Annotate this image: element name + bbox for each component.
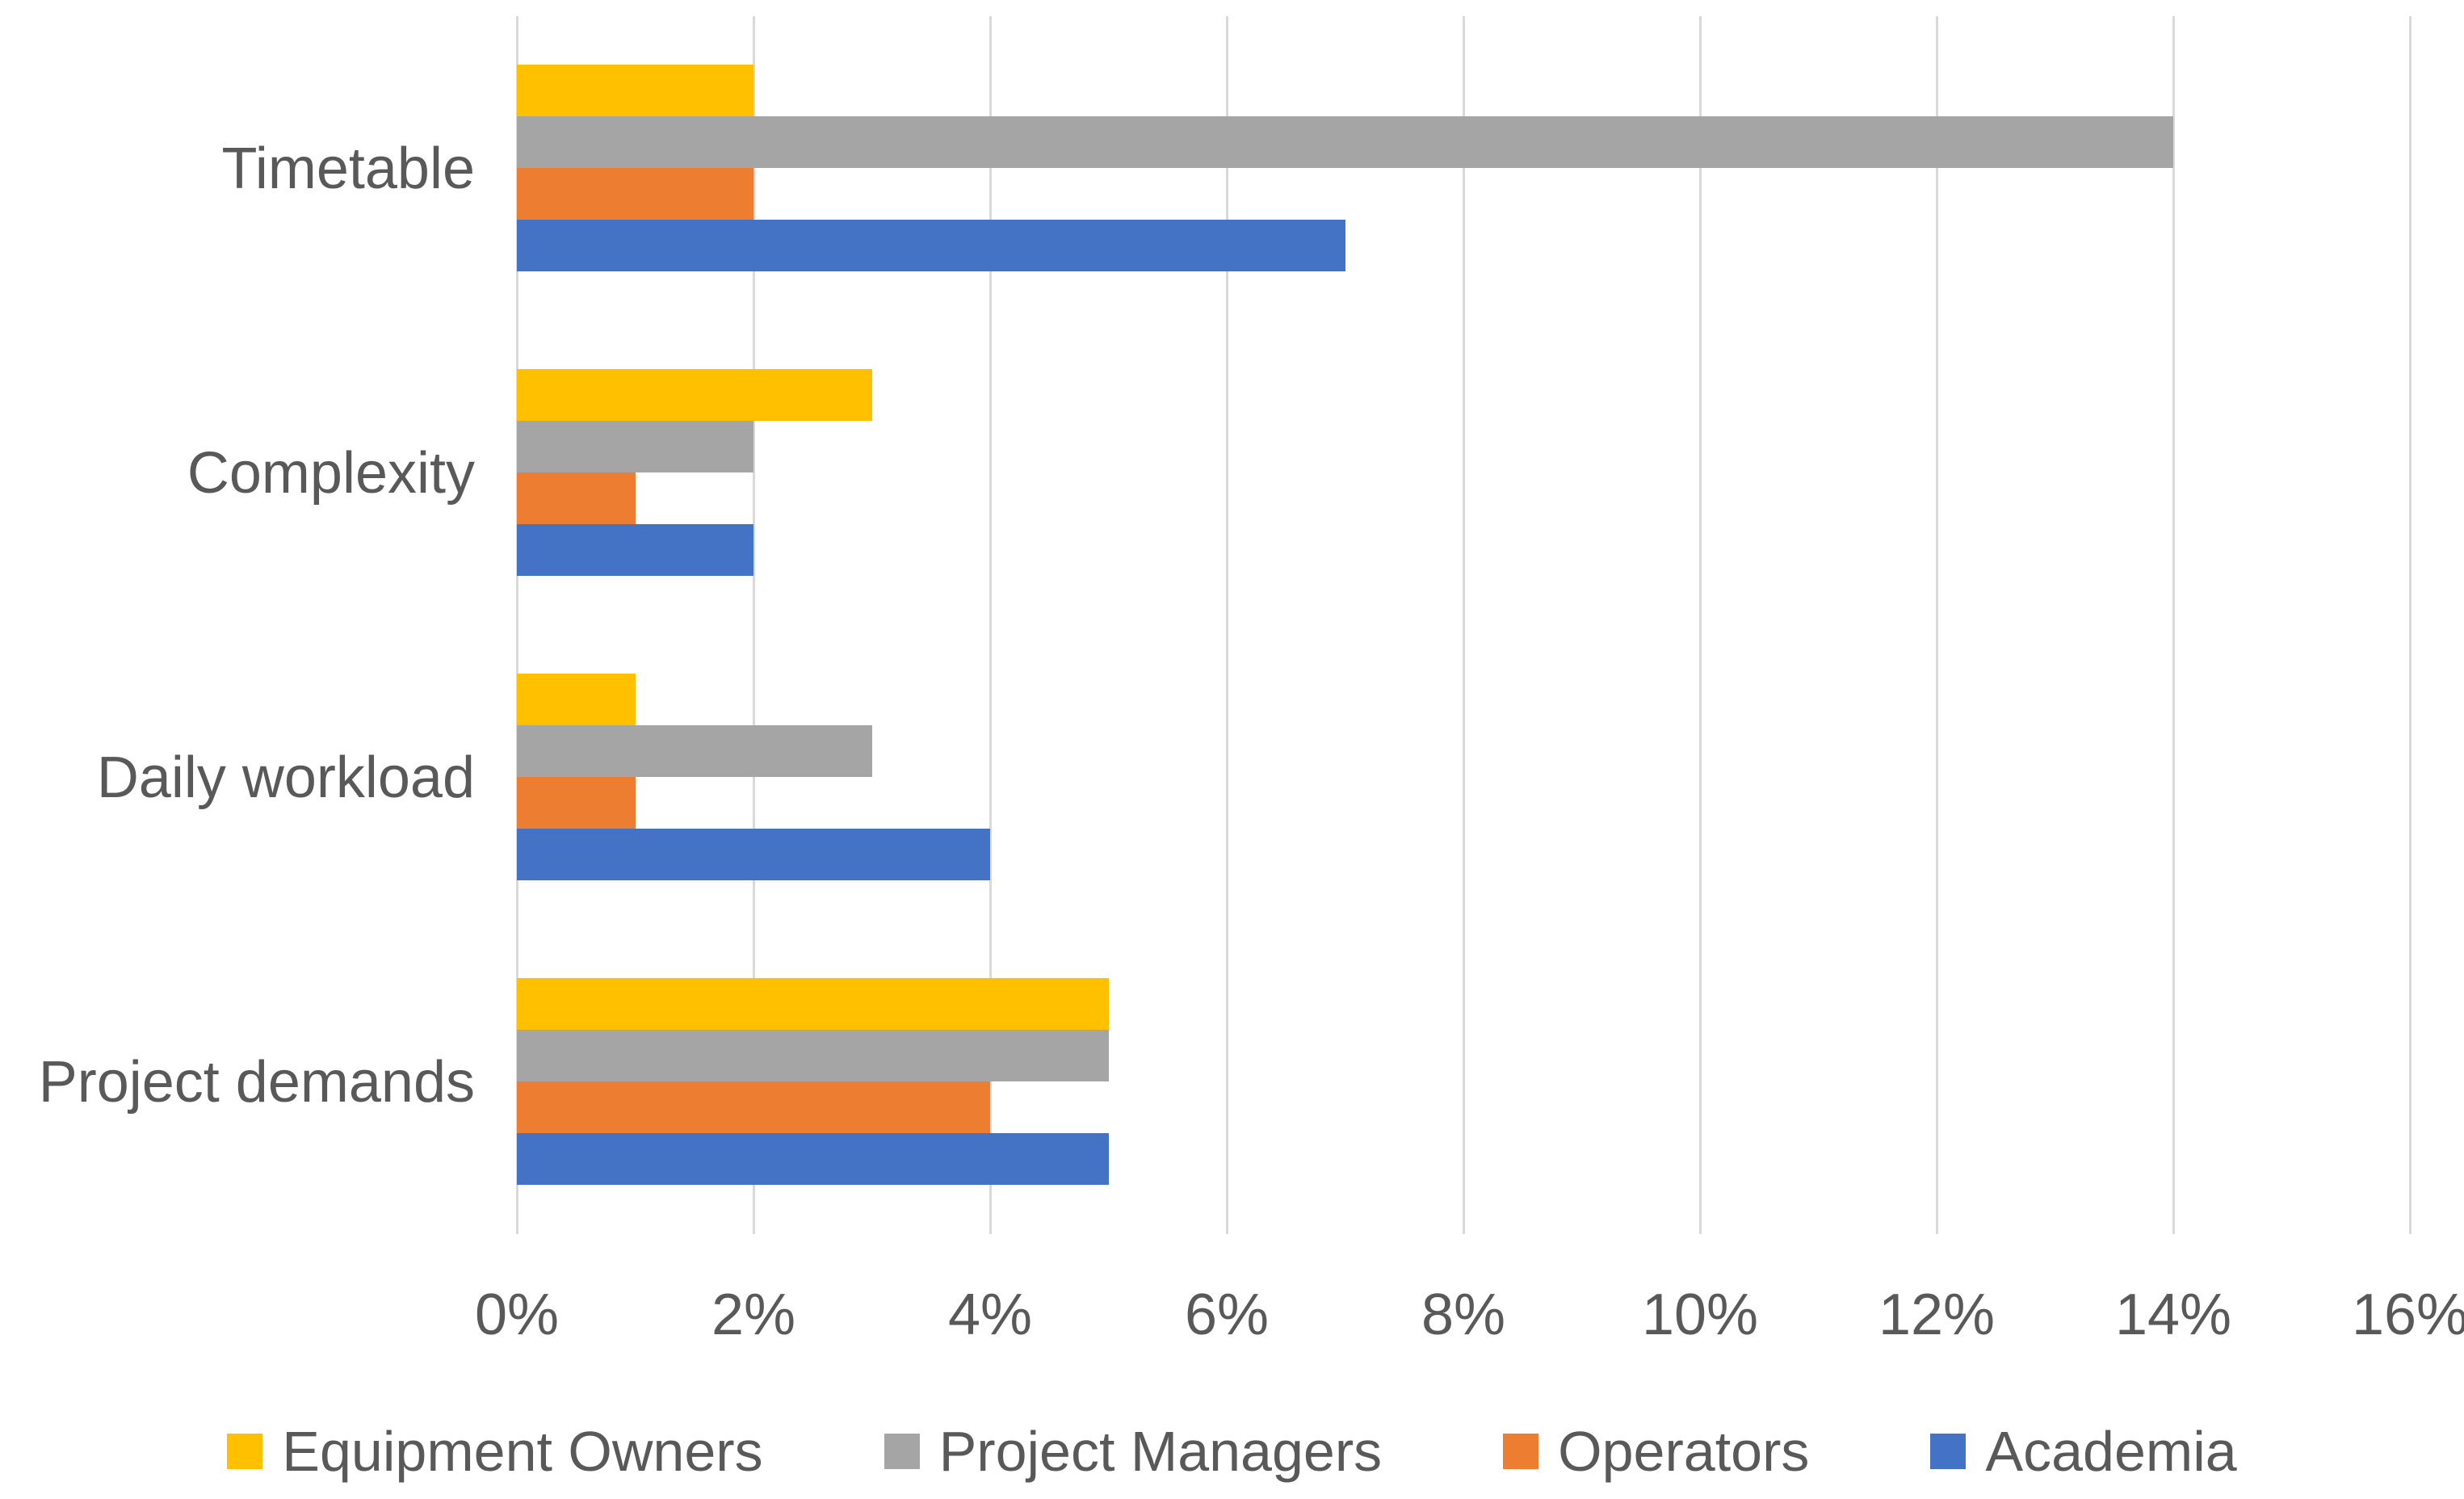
gridline-6%	[1225, 16, 1228, 1234]
x-tick-2%: 2%	[711, 1283, 796, 1347]
bar-daily-workload-project-managers	[517, 725, 872, 777]
bar-complexity-project-managers	[517, 421, 753, 472]
legend-item-operators: Operators	[1503, 1423, 1809, 1480]
bar-timetable-project-managers	[517, 116, 2173, 168]
bar-project-demands-project-managers	[517, 1030, 1109, 1081]
legend-label-project-managers: Project Managers	[938, 1420, 1383, 1483]
category-label-complexity: Complexity	[187, 440, 475, 506]
gridline-10%	[1698, 16, 1702, 1234]
bar-project-demands-operators	[517, 1081, 990, 1133]
gridline-4%	[989, 16, 992, 1234]
bar-timetable-equipment-owners	[517, 65, 753, 116]
x-tick-0%: 0%	[474, 1283, 560, 1347]
x-tick-10%: 10%	[1641, 1283, 1759, 1347]
legend-item-equipment-owners: Equipment Owners	[227, 1420, 763, 1483]
legend-marker-academia	[1930, 1434, 1967, 1469]
bar-daily-workload-equipment-owners	[517, 674, 636, 725]
category-label-project-demands: Project demands	[38, 1049, 475, 1115]
bar-timetable-academia	[517, 220, 1345, 271]
bar-complexity-operators	[517, 472, 636, 524]
bar-complexity-academia	[517, 524, 753, 576]
legend-item-project-managers: Project Managers	[884, 1420, 1383, 1483]
legend-marker-operators	[1503, 1434, 1539, 1469]
x-tick-12%: 12%	[1878, 1283, 1996, 1347]
category-label-timetable: Timetable	[221, 136, 475, 201]
x-tick-16%: 16%	[2351, 1283, 2464, 1347]
category-label-daily-workload: Daily workload	[96, 745, 475, 810]
legend-item-academia: Academia	[1930, 1420, 2237, 1483]
legend: Equipment Owners Project Managers Operator…	[0, 1423, 2464, 1480]
gridline-14%	[2172, 16, 2175, 1234]
legend-marker-equipment-owners	[227, 1434, 263, 1469]
bar-timetable-operators	[517, 168, 753, 220]
legend-label-equipment-owners: Equipment Owners	[282, 1420, 763, 1483]
x-tick-6%: 6%	[1184, 1283, 1270, 1347]
bar-project-demands-equipment-owners	[517, 978, 1109, 1030]
x-tick-14%: 14%	[2114, 1283, 2232, 1347]
bar-daily-workload-operators	[517, 777, 636, 829]
bar-complexity-equipment-owners	[517, 369, 872, 421]
plot-area	[515, 16, 2412, 1234]
gridline-8%	[1462, 16, 1465, 1234]
legend-marker-project-managers	[884, 1434, 920, 1469]
gridline-2%	[752, 16, 755, 1234]
x-tick-8%: 8%	[1421, 1283, 1506, 1347]
gridline-0%	[515, 16, 518, 1234]
legend-label-academia: Academia	[1985, 1420, 2237, 1483]
bar-project-demands-academia	[517, 1133, 1109, 1185]
legend-label-operators: Operators	[1558, 1420, 1810, 1483]
gridline-12%	[1935, 16, 1938, 1234]
bar-daily-workload-academia	[517, 829, 990, 880]
x-tick-4%: 4%	[947, 1283, 1033, 1347]
gridline-16%	[2408, 16, 2412, 1234]
